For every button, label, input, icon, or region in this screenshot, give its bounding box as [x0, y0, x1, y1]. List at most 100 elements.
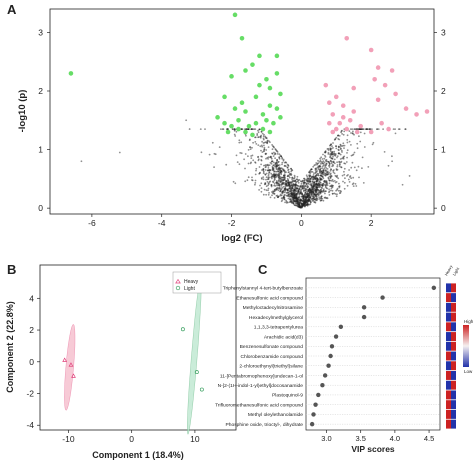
volcano-point-up	[386, 126, 391, 132]
volcano-point-ns	[199, 128, 202, 131]
volcano-x-tick-label: -2	[228, 218, 236, 228]
volcano-point-ns	[348, 140, 351, 143]
volcano-point-ns	[267, 174, 270, 177]
colorbar-high-label: High	[464, 319, 474, 324]
pca-ellipses	[64, 279, 202, 435]
volcano-point-ns	[320, 184, 322, 186]
pca-x-tick-label: 0	[129, 434, 134, 444]
volcano-point-ns	[269, 180, 272, 183]
volcano-y-tick-label-right: 3	[441, 27, 446, 37]
volcano-point-ns	[282, 182, 284, 185]
vip-heatmap-cell	[446, 390, 451, 400]
volcano-point-ns	[254, 136, 256, 139]
vip-heatmap-cell	[446, 351, 451, 361]
volcano-point-up	[375, 97, 381, 103]
volcano-point-ns	[276, 168, 279, 171]
volcano-point-ns	[307, 180, 309, 183]
volcano-point-ns	[305, 174, 308, 177]
vip-heatmap-cell	[446, 332, 451, 341]
vip-category-label: Phosphine oxide, trioctyl-, dihydrate	[226, 422, 304, 428]
volcano-point-ns	[387, 164, 390, 167]
volcano-point-ns	[351, 183, 354, 186]
volcano-point-ns	[289, 195, 292, 197]
vip-x-tick-label: 4.0	[390, 434, 400, 443]
volcano-point-ns	[287, 188, 289, 191]
volcano-point-ns	[360, 128, 363, 131]
volcano-point-ns	[254, 141, 257, 143]
volcano-point-ns	[238, 163, 241, 166]
vip-point	[326, 363, 331, 368]
volcano-point-ns	[267, 167, 270, 169]
volcano-point-ns	[251, 179, 253, 181]
volcano-point-ns	[299, 192, 301, 195]
volcano-point-down	[274, 53, 280, 59]
volcano-point-ns	[273, 164, 275, 167]
volcano-point-ns	[308, 191, 311, 194]
volcano-point-ns	[280, 155, 282, 158]
volcano-point-ns	[329, 169, 332, 172]
volcano-point-ns	[282, 190, 284, 193]
volcano-point-ns	[260, 130, 263, 133]
volcano-point-ns	[312, 174, 315, 176]
volcano-point-ns	[347, 174, 349, 176]
volcano-point-ns	[359, 128, 361, 131]
volcano-point-ns	[337, 138, 340, 140]
volcano-point-ns	[295, 193, 298, 196]
pca-points	[62, 327, 204, 392]
volcano-point-ns	[263, 188, 266, 191]
volcano-point-ns	[274, 170, 277, 173]
volcano-point-ns	[319, 171, 321, 174]
pca-point-light	[180, 327, 185, 332]
volcano-point-ns	[211, 141, 214, 144]
volcano-point-ns	[295, 178, 298, 181]
vip-heatmap-cell	[451, 351, 456, 361]
volcano-point-ns	[340, 149, 343, 152]
volcano-point-ns	[271, 169, 274, 172]
volcano-point-ns	[296, 184, 299, 187]
volcano-point-ns	[342, 133, 345, 136]
volcano-point-ns	[262, 168, 265, 171]
volcano-point-ns	[350, 154, 353, 157]
volcano-point-ns	[288, 176, 291, 179]
vip-point	[313, 402, 318, 407]
volcano-point-up	[382, 82, 388, 88]
volcano-point-ns	[332, 147, 334, 149]
volcano-point-up	[326, 120, 332, 126]
volcano-point-ns	[323, 161, 326, 164]
volcano-point-ns	[333, 180, 336, 182]
volcano-point-ns	[282, 176, 284, 179]
volcano-point-ns	[296, 205, 299, 208]
volcano-point-ns	[359, 131, 362, 134]
volcano-point-ns	[315, 176, 317, 179]
volcano-point-ns	[255, 143, 258, 145]
vip-category-label: Hexadecylmethylglycerol	[249, 315, 303, 321]
volcano-ns-points	[80, 119, 411, 209]
vip-point	[338, 324, 344, 329]
pca-y-tick-label: -2	[26, 389, 34, 399]
volcano-point-ns	[322, 199, 325, 202]
pca-y-tick-label: 0	[29, 357, 34, 367]
vip-heatmap-cell	[446, 341, 451, 351]
volcano-point-ns	[312, 189, 315, 192]
volcano-point-ns	[343, 147, 345, 150]
volcano-point-ns	[361, 167, 363, 170]
vip-point	[311, 412, 316, 417]
volcano-point-up	[351, 109, 357, 114]
volcano-point-ns	[338, 163, 341, 166]
volcano-point-ns	[255, 169, 257, 172]
volcano-point-ns	[319, 157, 321, 160]
volcano-point-ns	[296, 190, 298, 193]
volcano-point-ns	[288, 175, 290, 178]
volcano-point-ns	[287, 171, 290, 174]
volcano-point-ns	[317, 162, 320, 165]
volcano-point-ns	[318, 176, 321, 179]
pca-x-tick-label: 10	[190, 434, 200, 444]
volcano-point-ns	[213, 152, 216, 155]
volcano-point-ns	[311, 200, 314, 202]
volcano-point-ns	[311, 171, 314, 173]
volcano-point-down	[222, 120, 227, 126]
volcano-point-ns	[408, 175, 411, 177]
volcano-point-ns	[273, 183, 276, 185]
volcano-point-ns	[321, 191, 324, 193]
volcano-point-ns	[273, 171, 275, 173]
